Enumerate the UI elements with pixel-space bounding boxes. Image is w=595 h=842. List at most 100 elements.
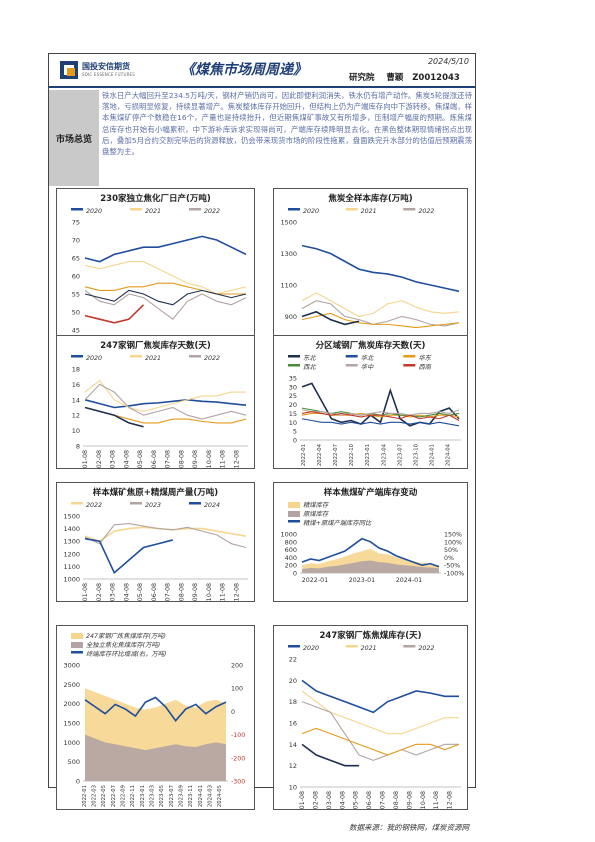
legend-swatch <box>403 355 416 358</box>
analyst-name: 曹颖 <box>386 73 404 83</box>
x-tick-label: 08-08 <box>178 583 185 601</box>
x-tick-label: 09-08 <box>192 450 199 468</box>
series-line <box>301 679 459 714</box>
y-tick-label: 15 <box>289 410 297 418</box>
legend-swatch <box>71 642 83 648</box>
x-tick-label: 2024-03 <box>208 785 214 807</box>
data-source-note: 数据来源：我的钢铁网，煤炭资源网 <box>349 823 469 832</box>
y-tick-label: 0 <box>76 778 80 786</box>
series-line <box>301 411 460 421</box>
series-line <box>84 398 247 409</box>
y-tick-label: 50 <box>72 309 80 317</box>
y-tick-label: 1500 <box>63 720 80 728</box>
series-line <box>84 537 174 574</box>
y-tick-label: 2500 <box>63 681 80 689</box>
x-tick-label: 2023-09 <box>179 785 185 807</box>
x-tick-label: 2023-10 <box>414 443 420 466</box>
legend-swatch <box>71 651 83 654</box>
y-tick-label: 1200 <box>63 550 80 558</box>
y2-tick-label: -100% <box>444 571 464 578</box>
x-tick-label: 2022-01 <box>82 785 88 807</box>
x-tick-label: 03-08 <box>326 791 333 809</box>
chart-title: 样本煤矿焦原+精煤周产量(万吨) <box>93 487 219 498</box>
y-tick-label: 22 <box>289 656 297 664</box>
series-line <box>301 382 460 427</box>
report-header: 国投安信期货 SDIC ESSENCE FUTURES 《煤焦市场周周递》 20… <box>49 54 475 88</box>
sdic-logo-icon <box>60 61 78 79</box>
author-line: 研究院 曹颖 Z0012043 <box>349 71 460 83</box>
series-line <box>84 282 246 295</box>
legend-label: 终端库存环比增减(右，万吨) <box>86 650 166 658</box>
legend-swatch <box>189 502 201 505</box>
chart-card-8: 247家钢厂炼焦煤库存(天) 2020 2021 2022 22 20 18 16 14 12 10… <box>273 625 468 810</box>
x-tick-label: 2023-01 <box>349 577 375 584</box>
x-tick-label: 03-08 <box>110 450 117 468</box>
legend-swatch <box>403 645 416 648</box>
legend-label: 西南 <box>418 363 432 371</box>
y-tick-label: 12 <box>72 412 80 420</box>
y-tick-label: 1000 <box>280 531 297 539</box>
y-tick-label: 1500 <box>280 219 297 227</box>
x-tick-label: 2022-07 <box>111 785 117 807</box>
series-line <box>301 701 459 761</box>
legend-swatch <box>130 208 142 211</box>
y-tick-label: 75 <box>72 219 80 227</box>
series-line <box>84 289 247 306</box>
x-tick-label: 2022-04 <box>317 443 323 466</box>
legend-swatch <box>288 502 300 508</box>
series-line <box>301 418 460 427</box>
series-line <box>301 310 360 326</box>
chart-title: 分区域钢厂焦炭库存天数(天) <box>316 340 426 351</box>
y-tick-label: 12 <box>289 762 297 770</box>
x-tick-label: 2023-01 <box>365 444 371 466</box>
chart-card-4: 分区域钢厂焦炭库存天数(天) 东北 华北 华东 西北 华中 西南 35 30 25 20 15 10 5 0… <box>273 335 468 469</box>
y-tick-label: 600 <box>285 546 297 554</box>
series-line <box>84 235 247 263</box>
x-tick-label: 2022-09 <box>121 785 127 807</box>
y-tick-label: 1100 <box>63 563 80 571</box>
y-tick-label: 14 <box>72 396 80 404</box>
y-tick-label: 2000 <box>63 700 80 708</box>
legend-label: 2022 <box>86 502 102 509</box>
y-tick-label: 800 <box>285 538 297 546</box>
legend-swatch <box>345 645 358 648</box>
y2-tick-label: -300 <box>231 779 245 786</box>
legend-swatch <box>71 355 83 358</box>
series-line <box>301 409 460 416</box>
x-tick-label: 04-08 <box>123 450 130 468</box>
y-tick-label: 20 <box>289 677 297 685</box>
y2-tick-label: 50% <box>444 547 458 554</box>
x-tick-label: 05-08 <box>353 791 360 809</box>
chart-title: 247家钢厂炼焦煤库存(天) <box>319 630 421 641</box>
x-tick-label: 2022-11 <box>130 785 136 807</box>
x-tick-label: 06-08 <box>366 791 373 809</box>
legend-label: 2021 <box>145 355 161 362</box>
y-tick-label: 10 <box>72 427 80 435</box>
legend-label: 2021 <box>145 208 161 215</box>
x-tick-label: 02-08 <box>96 583 103 601</box>
chart-card-3: 247家钢厂焦炭库存天数(天) 2020 2021 2022 18 16 14 12 10 8 01… <box>56 335 255 469</box>
y2-tick-label: 200 <box>231 663 243 670</box>
legend-label: 2022 <box>418 208 434 215</box>
x-tick-label: 2023-04 <box>381 443 387 466</box>
legend-label: 2020 <box>86 355 102 362</box>
legend-label: 2022 <box>418 645 434 652</box>
report-title: 《煤焦市场周周递》 <box>181 62 307 78</box>
y-tick-label: 1000 <box>63 576 80 584</box>
x-tick-label: 2024-05 <box>217 785 223 807</box>
legend-swatch <box>71 208 83 211</box>
legend-swatch <box>345 364 358 367</box>
legend-swatch <box>345 208 358 211</box>
series-line <box>84 696 227 722</box>
analyst-id: Z0012043 <box>412 73 460 83</box>
x-tick-label: 03-08 <box>110 583 117 601</box>
y-tick-label: 45 <box>72 327 80 335</box>
legend-swatch <box>71 502 83 505</box>
chart-card-7: 247家钢厂炼焦煤库存(万吨) 全独立焦化焦煤库存(万吨) 终端库存环比增减(右，万… <box>56 625 255 810</box>
x-tick-label: 09-08 <box>192 583 199 601</box>
x-tick-label: 01-08 <box>82 583 89 601</box>
x-tick-label: 04-08 <box>339 791 346 809</box>
series-line <box>84 379 246 412</box>
x-tick-label: 05-08 <box>137 450 144 468</box>
series-line <box>84 261 247 295</box>
